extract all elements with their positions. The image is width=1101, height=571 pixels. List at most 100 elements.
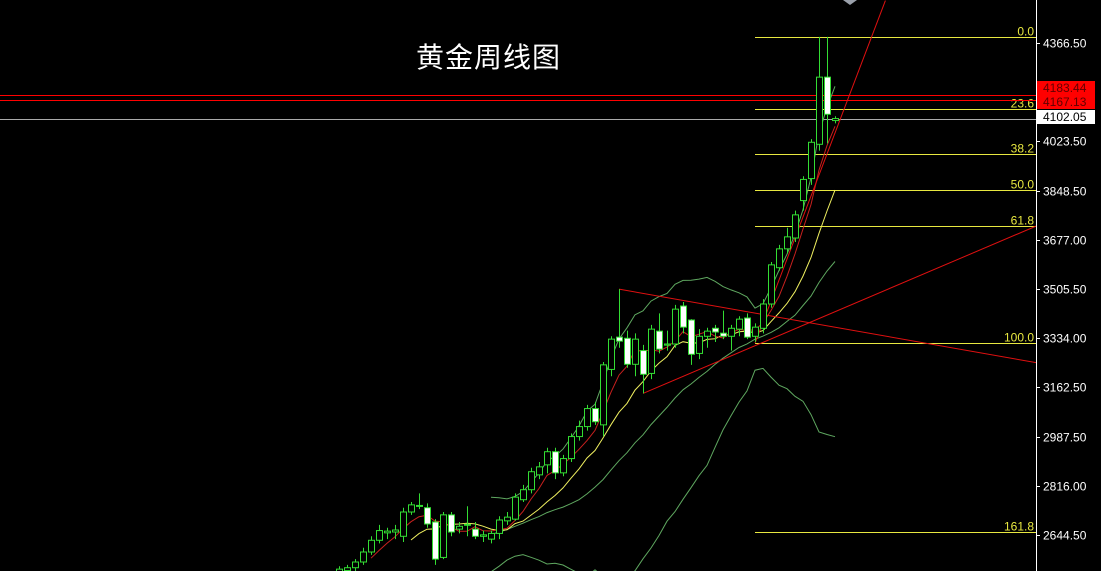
candle-body xyxy=(768,264,775,305)
candle xyxy=(392,524,399,540)
candle xyxy=(400,507,407,542)
candle-body xyxy=(600,364,607,426)
candle xyxy=(720,310,727,340)
candle-body xyxy=(648,328,655,374)
candle xyxy=(600,362,607,437)
candle xyxy=(544,447,551,474)
candle xyxy=(792,210,799,242)
candle xyxy=(480,530,487,542)
candle-body xyxy=(608,338,615,370)
candle xyxy=(560,454,567,477)
candle-body xyxy=(392,529,399,533)
bollinger-lower-band xyxy=(491,367,836,571)
candle-body xyxy=(352,561,359,569)
y-tick-label: 2816.00 xyxy=(1043,480,1087,494)
candle xyxy=(672,304,679,348)
candle-body xyxy=(512,496,519,520)
candle-body xyxy=(688,319,695,355)
fib-level-label: 100.0 xyxy=(1004,331,1034,345)
chart-title: 黄金周线图 xyxy=(416,41,562,74)
candle-body xyxy=(528,471,535,491)
candle-body xyxy=(704,330,711,337)
candle xyxy=(488,530,495,544)
candle-body xyxy=(760,303,767,329)
fib-level-label: 61.8 xyxy=(1011,214,1035,228)
candle xyxy=(680,302,687,334)
candle-body xyxy=(424,507,431,525)
candle-body xyxy=(408,504,415,513)
candle xyxy=(352,559,359,571)
candle xyxy=(440,512,447,560)
candle xyxy=(760,299,767,334)
candle-body xyxy=(592,408,599,423)
candle xyxy=(344,564,351,571)
candle xyxy=(640,344,647,394)
candle-body xyxy=(536,466,543,476)
candle xyxy=(424,503,431,528)
candle-body xyxy=(376,530,383,541)
candle-body xyxy=(808,141,815,180)
candle xyxy=(768,262,775,308)
candle xyxy=(784,227,791,254)
candle xyxy=(744,313,751,340)
price-label-box xyxy=(1037,95,1095,109)
y-tick-label: 2987.50 xyxy=(1043,431,1087,445)
candle xyxy=(576,420,583,441)
candle-body xyxy=(432,521,439,560)
candle xyxy=(464,506,471,537)
candle-body xyxy=(664,343,671,346)
candle-body xyxy=(696,335,703,354)
candle-body xyxy=(744,317,751,338)
candle-body xyxy=(488,532,495,540)
price-label-box xyxy=(1037,110,1095,124)
candle-body xyxy=(520,489,527,501)
candle-body xyxy=(816,76,823,145)
candle-body xyxy=(368,539,375,553)
candle-body xyxy=(384,530,391,534)
candle xyxy=(704,327,711,348)
candle-body xyxy=(568,436,575,460)
candle-body xyxy=(752,326,759,337)
y-tick-label: 3677.00 xyxy=(1043,234,1087,248)
candle-body xyxy=(464,523,471,526)
candle-body xyxy=(448,514,455,533)
trendline xyxy=(642,224,1040,394)
price-label-text: 4183.44 xyxy=(1043,81,1087,95)
candle-body xyxy=(360,551,367,563)
bollinger-upper-band xyxy=(490,86,836,500)
candle xyxy=(584,404,591,431)
candle xyxy=(648,324,655,380)
y-tick-label: 3848.50 xyxy=(1043,185,1087,199)
candle-body xyxy=(680,305,687,328)
candle-body xyxy=(632,338,639,365)
candle xyxy=(496,516,503,540)
candle xyxy=(712,324,719,342)
candle-body xyxy=(624,337,631,365)
chart-shift-marker-icon xyxy=(843,0,857,5)
candle xyxy=(808,139,815,185)
candle xyxy=(472,522,479,540)
ma-slow-line xyxy=(410,189,836,541)
candle xyxy=(632,333,639,377)
candle-body xyxy=(480,534,487,537)
price-label-box xyxy=(1037,81,1095,95)
candle xyxy=(384,527,391,540)
candle-body xyxy=(416,504,423,507)
candle-body xyxy=(656,330,663,350)
candle-body xyxy=(640,350,647,375)
candle-body xyxy=(720,332,727,337)
candle xyxy=(824,36,831,144)
candle xyxy=(664,330,671,351)
trendline xyxy=(754,0,886,344)
candle-body xyxy=(712,327,719,333)
candle-body xyxy=(616,336,623,342)
candle-body xyxy=(400,511,407,537)
candle-body xyxy=(728,327,735,337)
candle-body xyxy=(832,118,839,122)
candle xyxy=(624,330,631,368)
candle-body xyxy=(440,514,447,558)
fib-level-label: 0.0 xyxy=(1017,25,1034,39)
candle-body xyxy=(504,516,511,522)
y-tick-label: 4366.50 xyxy=(1043,37,1087,51)
